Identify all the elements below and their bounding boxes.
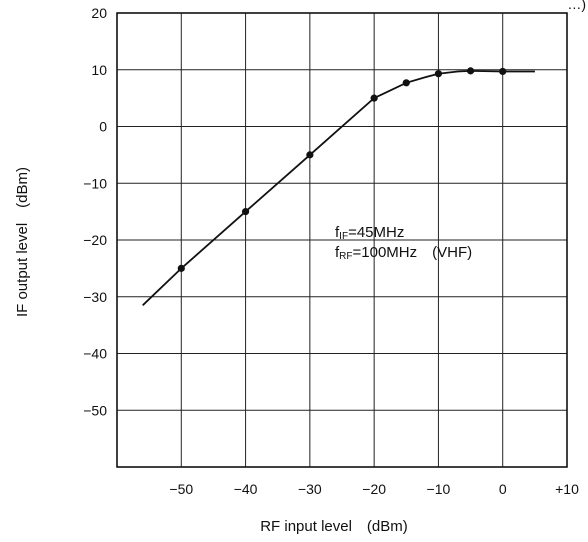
annotation-fif-value: =45MHz (348, 224, 404, 241)
data-point (177, 264, 185, 272)
y-tick-label: 0 (99, 119, 107, 135)
data-point (370, 94, 378, 102)
y-axis-label: IF output level (dBm) (14, 167, 31, 317)
clipped-corner-text: …) (567, 0, 586, 12)
x-tick-label: 0 (499, 481, 507, 497)
data-point (499, 67, 507, 76)
y-tick-label: −40 (83, 346, 107, 362)
data-point (306, 151, 314, 159)
annotation-frf: fRF=100MHz (VHF) (335, 244, 472, 262)
y-tick-label: 10 (91, 62, 107, 78)
x-tick-label: −10 (427, 481, 451, 497)
annotation-fif-sub: IF (339, 231, 348, 242)
x-tick-label: +10 (555, 481, 579, 497)
annotation-frf-f: f (335, 244, 340, 261)
x-tick-label: −30 (298, 481, 322, 497)
x-axis-label: RF input level (dBm) (260, 518, 408, 535)
plot-frame (116, 12, 568, 468)
y-tick-label: −30 (83, 289, 107, 305)
data-point (434, 70, 443, 78)
x-tick-labels: −50 −40 −30 −20 −10 0 +10 (169, 481, 579, 497)
y-tick-labels: 20 10 0 −10 −20 −30 −40 −50 (83, 5, 107, 418)
data-point (402, 79, 410, 87)
x-tick-label: −40 (234, 481, 258, 497)
x-tick-label: −50 (169, 481, 193, 497)
annotation-fif: fIF=45MHz (335, 224, 404, 242)
data-point (241, 208, 250, 216)
y-tick-label: 20 (91, 5, 107, 21)
annotation-frf-sub: RF (339, 251, 352, 262)
data-markers (177, 67, 507, 272)
data-point (466, 67, 475, 75)
grid (117, 13, 567, 467)
annotation-fif-f: f (335, 224, 340, 241)
y-tick-label: −10 (83, 175, 107, 191)
series-curve (142, 69, 535, 306)
x-tick-label: −20 (362, 481, 386, 497)
annotation-frf-value: =100MHz (VHF) (353, 244, 473, 261)
y-tick-label: −20 (83, 232, 107, 248)
y-tick-label: −50 (83, 402, 107, 418)
